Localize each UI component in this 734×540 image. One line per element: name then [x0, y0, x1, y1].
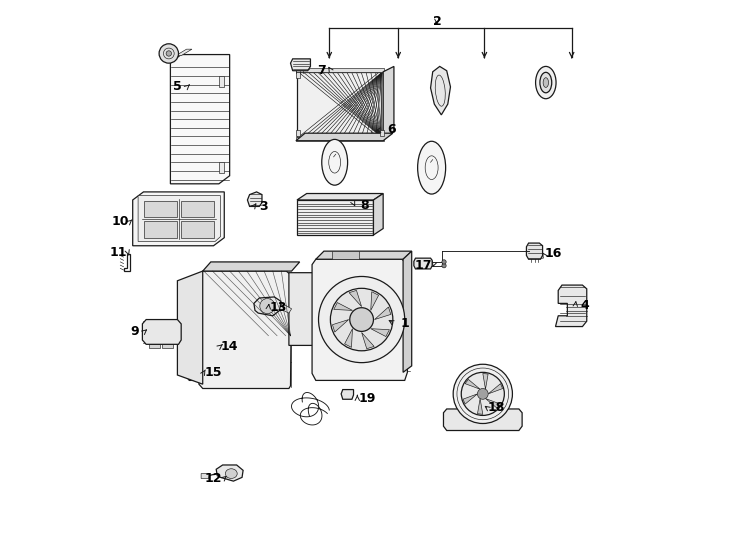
- Polygon shape: [291, 59, 310, 71]
- Polygon shape: [332, 251, 359, 259]
- Polygon shape: [478, 399, 483, 414]
- Polygon shape: [144, 200, 177, 218]
- Circle shape: [461, 373, 504, 415]
- Polygon shape: [371, 292, 379, 310]
- Ellipse shape: [418, 141, 446, 194]
- Polygon shape: [199, 271, 291, 388]
- Polygon shape: [371, 329, 390, 336]
- Polygon shape: [345, 329, 352, 347]
- Text: 12: 12: [205, 472, 222, 485]
- Text: 1: 1: [400, 318, 409, 330]
- Circle shape: [453, 364, 512, 423]
- Text: 4: 4: [581, 299, 589, 312]
- Circle shape: [166, 51, 172, 56]
- Text: 3: 3: [259, 200, 268, 213]
- Polygon shape: [219, 76, 225, 87]
- Polygon shape: [488, 383, 503, 394]
- Text: 17: 17: [415, 259, 432, 272]
- Polygon shape: [203, 262, 299, 271]
- Polygon shape: [526, 243, 542, 259]
- Polygon shape: [133, 192, 225, 246]
- Text: 7: 7: [317, 64, 326, 77]
- Polygon shape: [149, 345, 159, 348]
- Polygon shape: [374, 307, 390, 320]
- Text: 14: 14: [221, 340, 239, 353]
- Polygon shape: [296, 130, 299, 137]
- Polygon shape: [556, 285, 586, 327]
- Text: 9: 9: [130, 326, 139, 339]
- Text: 18: 18: [487, 401, 505, 414]
- Text: 13: 13: [269, 301, 287, 314]
- Polygon shape: [414, 258, 432, 269]
- Polygon shape: [162, 345, 173, 348]
- Polygon shape: [380, 130, 384, 137]
- Polygon shape: [485, 399, 501, 408]
- Polygon shape: [178, 271, 203, 384]
- Text: 19: 19: [358, 392, 376, 404]
- Polygon shape: [297, 200, 374, 235]
- Polygon shape: [217, 465, 243, 481]
- Polygon shape: [296, 133, 393, 141]
- Ellipse shape: [543, 78, 548, 87]
- Polygon shape: [403, 251, 412, 373]
- Polygon shape: [186, 364, 211, 380]
- Polygon shape: [463, 394, 477, 404]
- Text: 15: 15: [205, 366, 222, 379]
- Polygon shape: [206, 336, 226, 352]
- Polygon shape: [247, 192, 262, 206]
- Text: 5: 5: [173, 80, 182, 93]
- Polygon shape: [144, 221, 177, 238]
- Polygon shape: [349, 291, 362, 307]
- Polygon shape: [383, 66, 394, 138]
- Ellipse shape: [225, 469, 237, 478]
- Text: 2: 2: [432, 15, 441, 28]
- Polygon shape: [170, 55, 230, 184]
- Polygon shape: [296, 68, 384, 72]
- Polygon shape: [297, 72, 383, 138]
- Text: 16: 16: [544, 247, 562, 260]
- Polygon shape: [254, 297, 281, 316]
- Ellipse shape: [536, 66, 556, 99]
- Polygon shape: [297, 193, 383, 200]
- Text: 10: 10: [112, 215, 129, 228]
- Polygon shape: [483, 374, 488, 389]
- Polygon shape: [201, 474, 210, 478]
- Text: 8: 8: [360, 199, 368, 212]
- Polygon shape: [333, 320, 349, 332]
- Polygon shape: [362, 333, 374, 349]
- Polygon shape: [219, 163, 225, 173]
- Circle shape: [442, 264, 446, 268]
- Polygon shape: [289, 273, 319, 346]
- Ellipse shape: [540, 72, 552, 93]
- Text: 6: 6: [387, 124, 396, 137]
- Ellipse shape: [321, 139, 348, 185]
- Polygon shape: [280, 303, 291, 313]
- Polygon shape: [296, 137, 384, 141]
- Polygon shape: [341, 389, 354, 399]
- Polygon shape: [431, 66, 451, 115]
- Circle shape: [159, 44, 178, 63]
- Circle shape: [477, 388, 488, 399]
- Polygon shape: [312, 259, 407, 380]
- Polygon shape: [296, 72, 299, 78]
- Circle shape: [442, 260, 446, 264]
- Polygon shape: [142, 320, 181, 345]
- Polygon shape: [176, 49, 192, 56]
- Polygon shape: [316, 251, 412, 259]
- Polygon shape: [181, 200, 214, 218]
- Circle shape: [319, 276, 404, 363]
- Polygon shape: [138, 195, 220, 241]
- Polygon shape: [374, 193, 383, 235]
- Circle shape: [350, 308, 374, 332]
- Circle shape: [330, 288, 393, 351]
- Polygon shape: [181, 221, 214, 238]
- Polygon shape: [465, 380, 480, 389]
- Polygon shape: [443, 409, 522, 430]
- Polygon shape: [334, 302, 352, 310]
- Circle shape: [260, 299, 275, 314]
- Text: 11: 11: [109, 246, 127, 259]
